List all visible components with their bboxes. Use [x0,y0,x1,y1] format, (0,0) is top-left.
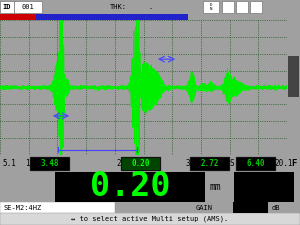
Text: ↔ to select active Multi setup (AMS).: ↔ to select active Multi setup (AMS). [71,216,229,222]
Bar [121,157,161,171]
Text: 3: 3 [185,159,190,168]
Bar [234,172,294,202]
Bar [14,1,42,13]
Text: GAIN: GAIN [196,205,213,211]
Text: 6.40: 6.40 [247,159,265,168]
Text: 0.20: 0.20 [90,171,170,203]
Bar [288,56,299,97]
Text: 0.20: 0.20 [132,159,150,168]
Text: SE-M2:4HZ: SE-M2:4HZ [3,205,41,211]
Bar [122,158,160,170]
Bar [0,202,115,213]
Text: mm: mm [210,182,222,192]
Bar [0,1,14,13]
Bar [222,1,234,13]
Text: 2: 2 [116,159,121,168]
Bar [236,1,248,13]
Bar [203,1,219,13]
Bar [36,14,188,20]
Text: 5.1: 5.1 [2,159,16,168]
Text: dB: dB [272,205,281,211]
Text: 1: 1 [25,159,30,168]
Bar [190,157,230,171]
Text: F: F [292,159,297,168]
Bar [236,157,276,171]
Text: 3.48: 3.48 [41,159,59,168]
Bar [250,1,262,13]
Bar [233,202,268,213]
Text: D
N: D N [210,3,212,11]
Text: ID: ID [3,4,11,10]
Bar [55,172,205,202]
Text: S: S [230,159,235,168]
Bar [30,157,70,171]
Text: THK:: THK: [110,4,127,10]
Text: 20.1: 20.1 [274,159,292,168]
Bar [0,14,36,20]
Text: .: . [148,4,152,10]
Text: 001: 001 [22,4,34,10]
Text: 2.72: 2.72 [201,159,219,168]
